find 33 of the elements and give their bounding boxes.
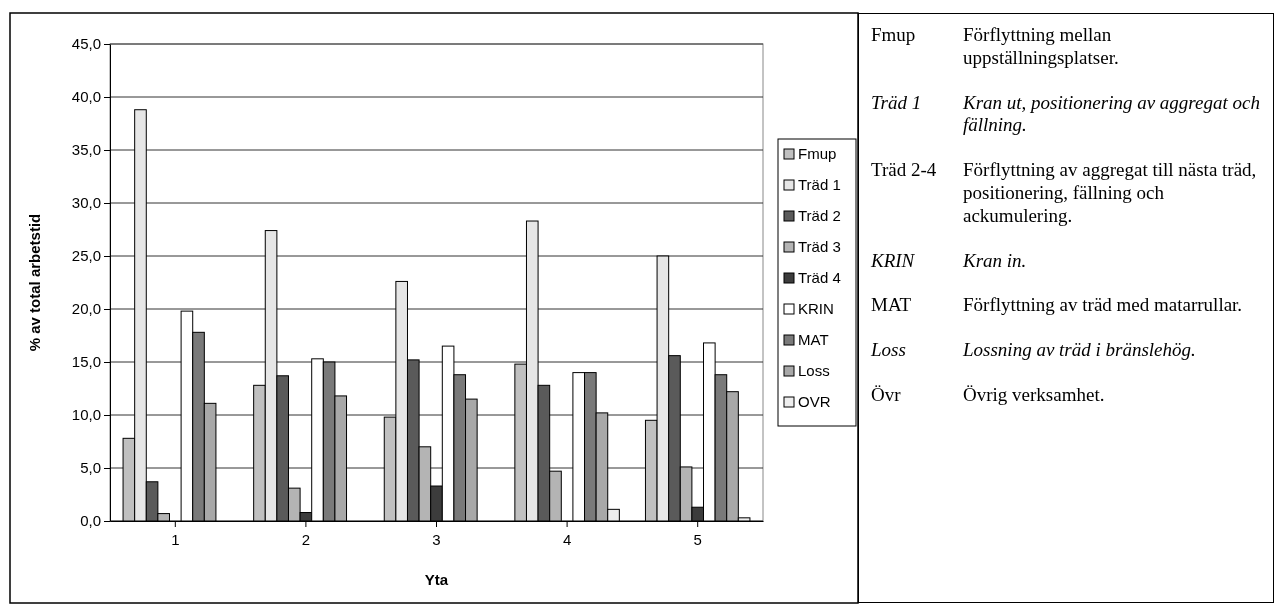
x-tick-label: 5 — [693, 531, 702, 548]
y-tick-label: 20,0 — [71, 300, 101, 318]
y-tick-label: 0,0 — [80, 512, 101, 530]
y-tick-label: 10,0 — [71, 406, 101, 424]
y-tick-label: 35,0 — [71, 141, 101, 159]
text: KRIN Kran in. — [871, 249, 1027, 271]
text: Träd 1 Kran ut, positionering av aggregat och fällning. — [871, 91, 1260, 136]
x-tick-label: 1 — [171, 531, 180, 548]
legend-label: KRIN — [798, 300, 834, 317]
legend-label: Träd 1 — [798, 176, 841, 193]
legend-label: Fmup — [798, 145, 837, 162]
legend-label: Träd 3 — [798, 238, 841, 255]
y-tick-label: 15,0 — [71, 353, 101, 371]
text: Fmup Förflyttning mellan uppställningsplatser. — [871, 24, 1119, 68]
legend-label: Träd 2 — [798, 207, 841, 224]
y-tick-label: 5,0 — [80, 459, 101, 477]
y-tick-label: 30,0 — [71, 194, 101, 212]
y-tick-label: 25,0 — [71, 247, 101, 265]
legend-label: MAT — [798, 331, 829, 348]
text: MAT Förflyttning av träd med matarrullar. — [871, 294, 1243, 316]
text: Träd 2-4 Förflyttning av aggregat till nästa träd, positionering, fällning och ackumulering. — [871, 159, 1257, 226]
legend-label: Träd 4 — [798, 269, 841, 286]
x-tick-label: 4 — [562, 531, 572, 548]
y-axis-title: % av total arbetstid — [26, 213, 43, 352]
y-tick-label: 45,0 — [71, 35, 101, 53]
y-tick-label: 40,0 — [71, 88, 101, 106]
x-axis-title: Yta — [424, 571, 449, 588]
x-tick-label: 2 — [301, 531, 311, 548]
legend-label: OVR — [798, 393, 831, 410]
x-tick-label: 3 — [432, 531, 441, 548]
legend-label: Loss — [798, 362, 830, 379]
text: Övr Övrig verksamhet. — [871, 383, 1105, 405]
text: Loss Lossning av träd i bränslehög. — [871, 339, 1196, 361]
